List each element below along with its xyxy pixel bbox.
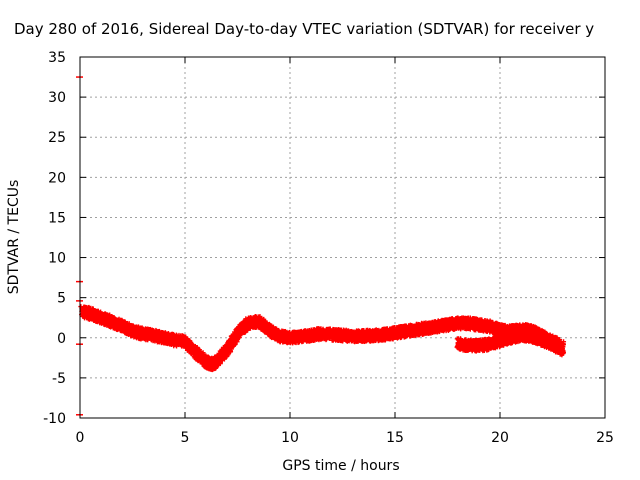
grid-lines [80,57,605,418]
data-points [76,76,567,416]
